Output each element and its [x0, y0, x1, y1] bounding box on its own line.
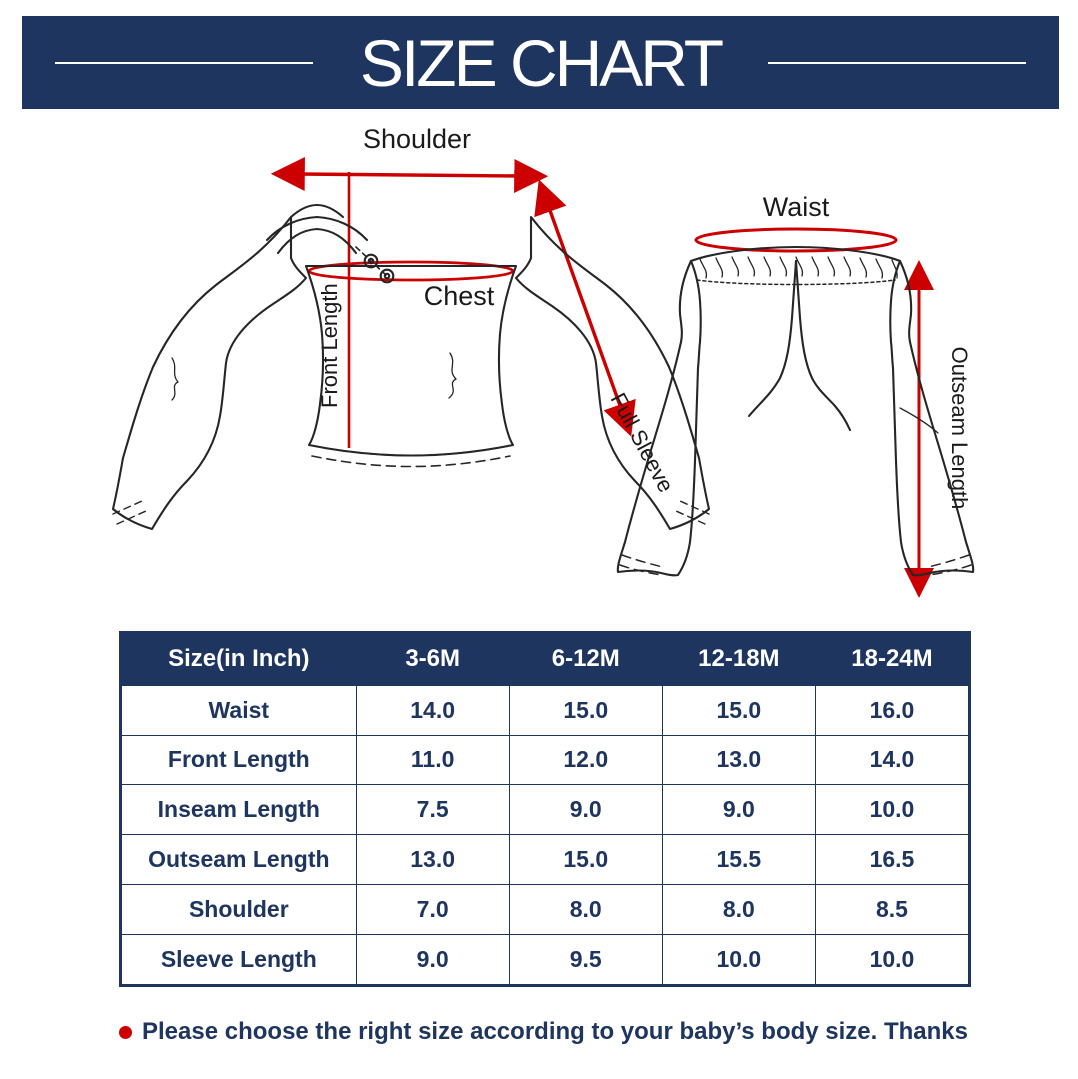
svg-text:Chest: Chest — [424, 281, 495, 311]
svg-text:Shoulder: Shoulder — [363, 124, 471, 154]
svg-text:Waist: Waist — [763, 192, 830, 222]
